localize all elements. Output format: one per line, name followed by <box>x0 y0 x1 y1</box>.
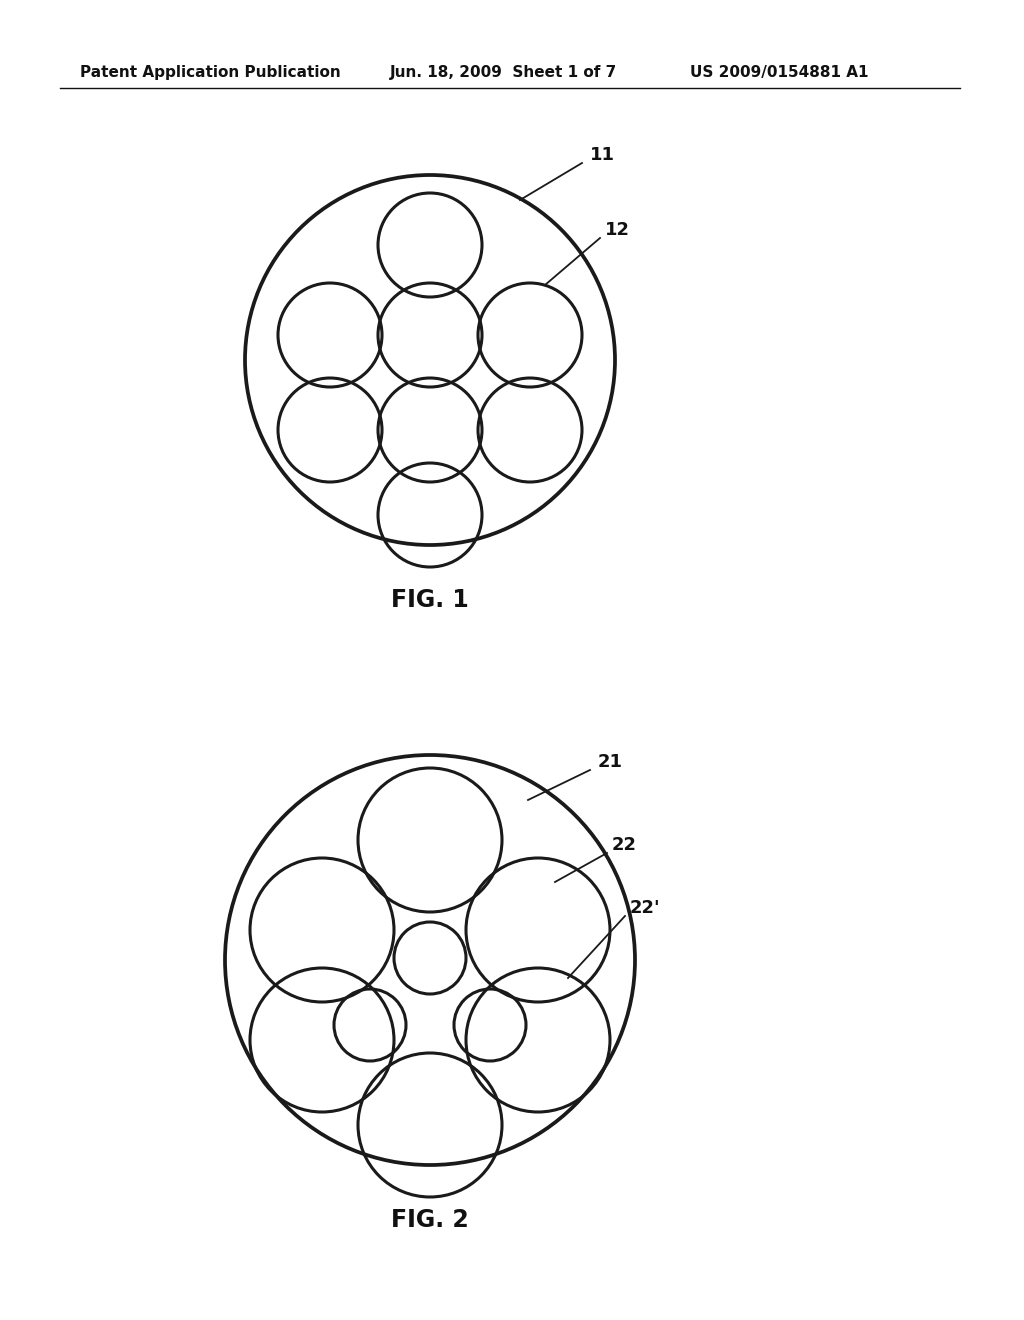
Text: 21: 21 <box>598 752 623 771</box>
Text: FIG. 1: FIG. 1 <box>391 587 469 612</box>
Text: FIG. 2: FIG. 2 <box>391 1208 469 1232</box>
Text: 22: 22 <box>612 836 637 854</box>
Text: US 2009/0154881 A1: US 2009/0154881 A1 <box>690 65 868 79</box>
Text: Patent Application Publication: Patent Application Publication <box>80 65 341 79</box>
Text: 11: 11 <box>590 147 615 164</box>
Text: 12: 12 <box>605 220 630 239</box>
Text: 22': 22' <box>630 899 660 917</box>
Text: Jun. 18, 2009  Sheet 1 of 7: Jun. 18, 2009 Sheet 1 of 7 <box>390 65 617 79</box>
